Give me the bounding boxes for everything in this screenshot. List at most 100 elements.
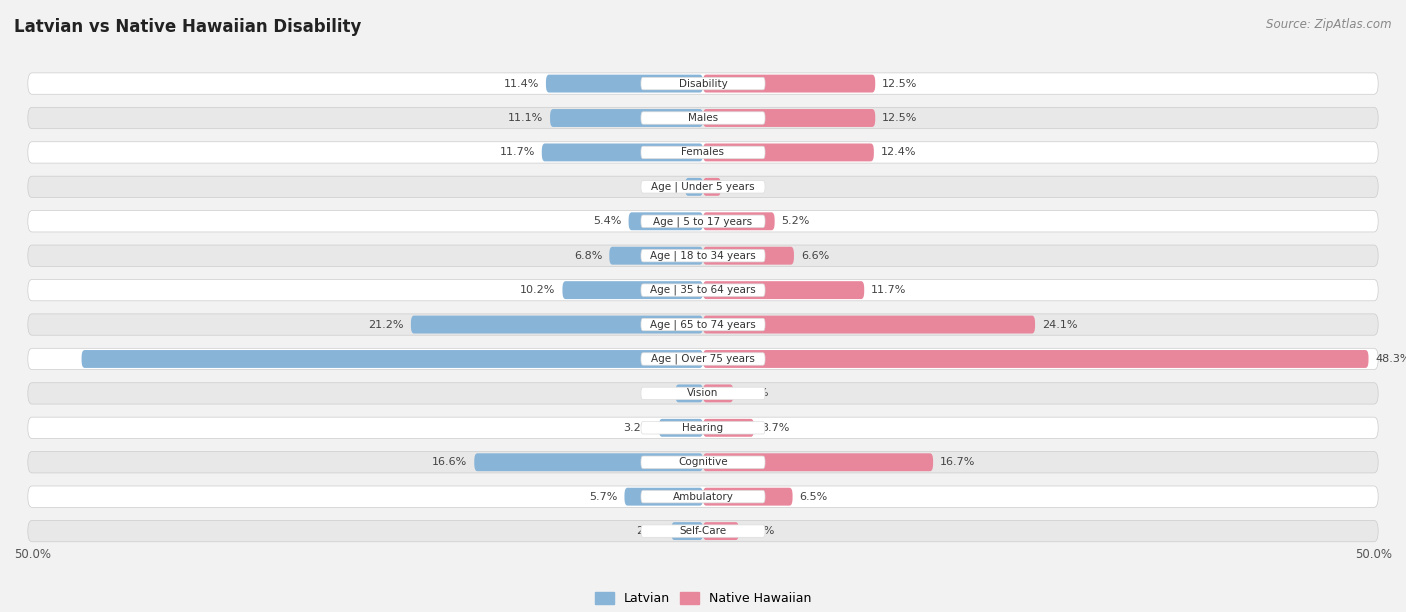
Text: 11.1%: 11.1% [508, 113, 543, 123]
Text: Age | 65 to 74 years: Age | 65 to 74 years [650, 319, 756, 330]
FancyBboxPatch shape [28, 486, 1378, 507]
FancyBboxPatch shape [28, 348, 1378, 370]
Text: Males: Males [688, 113, 718, 123]
Text: 10.2%: 10.2% [520, 285, 555, 295]
Text: 3.7%: 3.7% [761, 423, 789, 433]
FancyBboxPatch shape [28, 142, 1378, 163]
FancyBboxPatch shape [28, 211, 1378, 232]
FancyBboxPatch shape [28, 417, 1378, 438]
Text: 12.5%: 12.5% [882, 113, 918, 123]
FancyBboxPatch shape [28, 452, 1378, 473]
Text: 6.6%: 6.6% [801, 251, 830, 261]
FancyBboxPatch shape [703, 109, 875, 127]
Text: Disability: Disability [679, 78, 727, 89]
FancyBboxPatch shape [703, 453, 934, 471]
Text: Source: ZipAtlas.com: Source: ZipAtlas.com [1267, 18, 1392, 31]
FancyBboxPatch shape [703, 350, 1368, 368]
FancyBboxPatch shape [474, 453, 703, 471]
FancyBboxPatch shape [641, 490, 765, 503]
FancyBboxPatch shape [685, 178, 703, 196]
FancyBboxPatch shape [703, 212, 775, 230]
FancyBboxPatch shape [28, 280, 1378, 300]
Text: 1.3%: 1.3% [650, 182, 678, 192]
Text: Ambulatory: Ambulatory [672, 491, 734, 502]
Text: Age | Over 75 years: Age | Over 75 years [651, 354, 755, 364]
FancyBboxPatch shape [624, 488, 703, 506]
FancyBboxPatch shape [703, 419, 754, 437]
FancyBboxPatch shape [641, 422, 765, 434]
FancyBboxPatch shape [703, 316, 1035, 334]
FancyBboxPatch shape [550, 109, 703, 127]
Text: Self-Care: Self-Care [679, 526, 727, 536]
Text: 12.4%: 12.4% [880, 147, 917, 157]
Text: 3.2%: 3.2% [624, 423, 652, 433]
FancyBboxPatch shape [641, 181, 765, 193]
Text: Hearing: Hearing [682, 423, 724, 433]
FancyBboxPatch shape [703, 247, 794, 264]
FancyBboxPatch shape [703, 178, 721, 196]
Text: 24.1%: 24.1% [1042, 319, 1077, 329]
FancyBboxPatch shape [28, 245, 1378, 266]
FancyBboxPatch shape [28, 107, 1378, 129]
FancyBboxPatch shape [28, 314, 1378, 335]
FancyBboxPatch shape [675, 384, 703, 402]
FancyBboxPatch shape [671, 522, 703, 540]
FancyBboxPatch shape [541, 143, 703, 162]
Text: 50.0%: 50.0% [14, 548, 51, 561]
FancyBboxPatch shape [703, 522, 738, 540]
Text: 12.5%: 12.5% [882, 78, 918, 89]
Text: 5.7%: 5.7% [589, 491, 617, 502]
Text: 6.5%: 6.5% [800, 491, 828, 502]
Text: 1.3%: 1.3% [728, 182, 756, 192]
FancyBboxPatch shape [28, 520, 1378, 542]
Text: Latvian vs Native Hawaiian Disability: Latvian vs Native Hawaiian Disability [14, 18, 361, 36]
FancyBboxPatch shape [703, 384, 734, 402]
FancyBboxPatch shape [703, 143, 875, 162]
FancyBboxPatch shape [703, 488, 793, 506]
Text: 6.8%: 6.8% [574, 251, 602, 261]
Text: 2.0%: 2.0% [640, 389, 669, 398]
Text: 45.1%: 45.1% [39, 354, 75, 364]
FancyBboxPatch shape [641, 353, 765, 365]
Text: Females: Females [682, 147, 724, 157]
Text: 21.2%: 21.2% [368, 319, 404, 329]
FancyBboxPatch shape [641, 284, 765, 296]
FancyBboxPatch shape [641, 456, 765, 468]
Text: 2.6%: 2.6% [745, 526, 775, 536]
Text: 16.6%: 16.6% [432, 457, 467, 467]
Text: Age | 5 to 17 years: Age | 5 to 17 years [654, 216, 752, 226]
FancyBboxPatch shape [703, 75, 875, 92]
Text: Age | 18 to 34 years: Age | 18 to 34 years [650, 250, 756, 261]
FancyBboxPatch shape [82, 350, 703, 368]
FancyBboxPatch shape [28, 73, 1378, 94]
Text: 11.4%: 11.4% [503, 78, 538, 89]
FancyBboxPatch shape [546, 75, 703, 92]
Text: 5.2%: 5.2% [782, 216, 810, 226]
FancyBboxPatch shape [641, 387, 765, 400]
Text: 50.0%: 50.0% [1355, 548, 1392, 561]
Text: Cognitive: Cognitive [678, 457, 728, 467]
FancyBboxPatch shape [641, 318, 765, 330]
Text: Age | Under 5 years: Age | Under 5 years [651, 182, 755, 192]
Text: 16.7%: 16.7% [941, 457, 976, 467]
FancyBboxPatch shape [609, 247, 703, 264]
FancyBboxPatch shape [28, 382, 1378, 404]
Text: 48.3%: 48.3% [1375, 354, 1406, 364]
FancyBboxPatch shape [28, 176, 1378, 198]
Text: 11.7%: 11.7% [872, 285, 907, 295]
FancyBboxPatch shape [411, 316, 703, 334]
FancyBboxPatch shape [628, 212, 703, 230]
Text: 2.3%: 2.3% [636, 526, 665, 536]
FancyBboxPatch shape [703, 281, 865, 299]
Text: Age | 35 to 64 years: Age | 35 to 64 years [650, 285, 756, 296]
FancyBboxPatch shape [641, 146, 765, 159]
FancyBboxPatch shape [562, 281, 703, 299]
Legend: Latvian, Native Hawaiian: Latvian, Native Hawaiian [595, 592, 811, 605]
FancyBboxPatch shape [641, 250, 765, 262]
FancyBboxPatch shape [641, 112, 765, 124]
Text: Vision: Vision [688, 389, 718, 398]
FancyBboxPatch shape [641, 525, 765, 537]
Text: 5.4%: 5.4% [593, 216, 621, 226]
Text: 11.7%: 11.7% [499, 147, 534, 157]
Text: 2.2%: 2.2% [740, 389, 769, 398]
